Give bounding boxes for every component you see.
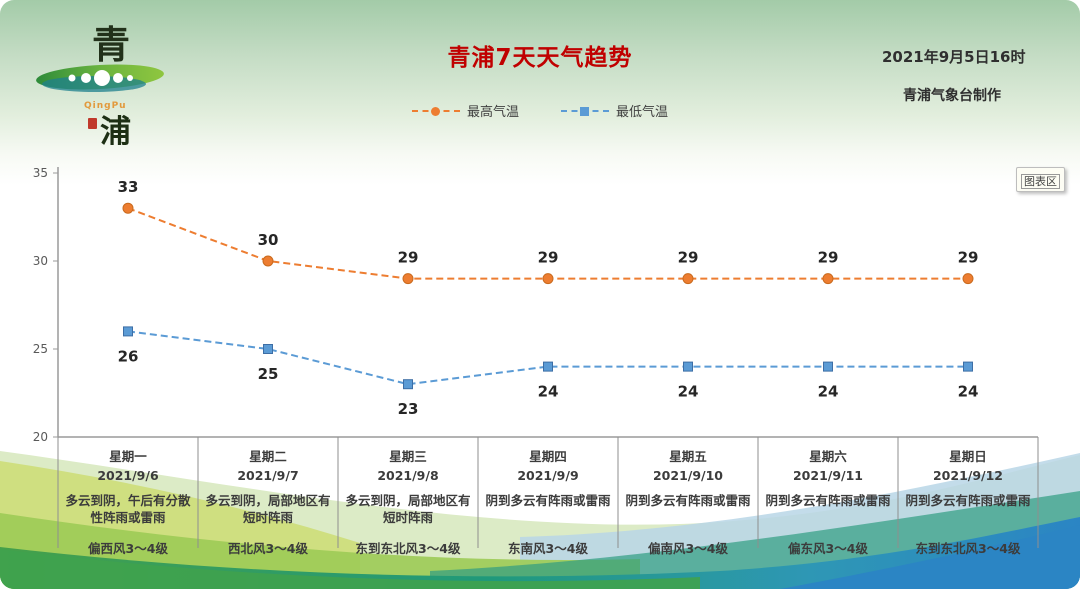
chart-area-tooltip-label: 图表区 — [1021, 174, 1060, 189]
weather-label: 阴到多云有阵雨或雷雨 — [765, 493, 891, 508]
logo-subtitle: QingPu — [84, 101, 127, 111]
low-temp-marker — [123, 326, 133, 337]
high-temp-marker — [542, 273, 554, 285]
day-cell-tuesday: 星期二 2021/9/7 多云到阴，局部地区有短时阵雨 西北风3～4级 — [198, 440, 338, 558]
data-label: 30 — [258, 231, 279, 249]
data-label: 26 — [118, 347, 139, 365]
logo-leaf-icon — [36, 64, 164, 92]
y-tick-label: 25 — [33, 342, 48, 356]
weekday-label: 星期日 — [949, 449, 987, 464]
data-label: 24 — [958, 383, 979, 401]
weekday-label: 星期六 — [809, 449, 847, 464]
date-label: 2021/9/12 — [932, 468, 1003, 483]
series-line — [127, 330, 968, 386]
date-label: 2021/9/10 — [652, 468, 723, 483]
data-label: 29 — [398, 249, 419, 267]
data-label: 33 — [118, 178, 139, 196]
low-temp-marker — [263, 344, 273, 354]
data-label: 24 — [678, 383, 699, 401]
date-label: 2021/9/6 — [97, 468, 159, 483]
data-label: 29 — [958, 249, 979, 267]
low-temp-marker-icon — [580, 106, 589, 116]
day-cell-sunday: 星期日 2021/9/12 阴到多云有阵雨或雷雨 东到东北风3～4级 — [898, 440, 1038, 558]
data-label: 29 — [538, 249, 559, 267]
y-tick-label: 35 — [33, 166, 48, 180]
data-label: 29 — [678, 249, 699, 267]
data-label: 29 — [818, 249, 839, 267]
data-label: 25 — [258, 365, 279, 383]
high-temp-line-swatch — [411, 106, 460, 116]
logo-char-bottom: 浦 — [100, 114, 131, 150]
wind-label: 东南风3～4级 — [508, 541, 588, 556]
high-temp-marker — [822, 273, 834, 285]
low-temp-line-swatch — [561, 106, 609, 116]
wind-label: 偏南风3～4级 — [648, 541, 728, 556]
weather-label: 多云到阴，午后有分散性阵雨或雷雨 — [65, 493, 191, 525]
day-cell-thursday: 星期四 2021/9/9 阴到多云有阵雨或雷雨 东南风3～4级 — [478, 440, 618, 558]
high-temp-marker-icon — [430, 106, 440, 116]
legend-item-low: 最低气温 — [561, 101, 668, 120]
weather-label: 阴到多云有阵雨或雷雨 — [485, 493, 611, 508]
day-cell-friday: 星期五 2021/9/10 阴到多云有阵雨或雷雨 偏南风3～4级 — [618, 440, 758, 558]
y-tick-label: 30 — [33, 254, 48, 268]
high-temp-marker — [402, 273, 414, 285]
weather-label: 多云到阴，局部地区有短时阵雨 — [205, 493, 331, 525]
wind-label: 偏东风3～4级 — [788, 541, 868, 556]
weather-label: 阴到多云有阵雨或雷雨 — [905, 493, 1031, 508]
data-label: 24 — [538, 383, 559, 401]
low-temp-marker — [823, 361, 833, 372]
weekday-label: 星期四 — [529, 449, 567, 464]
low-temp-marker — [683, 361, 693, 372]
wind-label: 偏西风3～4级 — [88, 541, 168, 556]
day-cell-wednesday: 星期三 2021/9/8 多云到阴，局部地区有短时阵雨 东到东北风3～4级 — [338, 440, 478, 558]
page-title: 青浦7天天气趋势 — [447, 45, 633, 71]
data-label: 24 — [818, 383, 839, 401]
high-temp-marker — [962, 273, 974, 285]
weekday-label: 星期五 — [669, 449, 707, 464]
report-datetime: 2021年9月5日16时 — [882, 48, 1026, 66]
wind-label: 东到东北风3～4级 — [915, 541, 1021, 556]
date-label: 2021/9/9 — [517, 468, 579, 483]
weekday-label: 星期二 — [249, 449, 287, 464]
wind-label: 东到东北风3～4级 — [355, 541, 461, 556]
weekday-label: 星期三 — [389, 449, 427, 464]
logo-char-top: 青 — [92, 22, 131, 67]
date-label: 2021/9/8 — [377, 468, 439, 483]
day-cell-saturday: 星期六 2021/9/11 阴到多云有阵雨或雷雨 偏东风3～4级 — [758, 440, 898, 558]
series-line — [127, 207, 968, 280]
legend-label: 最低气温 — [616, 105, 669, 120]
low-temp-marker — [963, 361, 973, 372]
wind-label: 西北风3～4级 — [228, 541, 308, 556]
y-tick-label: 20 — [33, 430, 48, 444]
report-credit: 青浦气象台制作 — [903, 88, 1001, 104]
date-label: 2021/9/11 — [792, 468, 863, 483]
logo-seal-icon — [88, 118, 97, 129]
day-cell-monday: 星期一 2021/9/6 多云到阴，午后有分散性阵雨或雷雨 偏西风3～4级 — [58, 440, 198, 558]
weather-label: 阴到多云有阵雨或雷雨 — [625, 493, 751, 508]
legend-label: 最高气温 — [466, 105, 519, 120]
date-label: 2021/9/7 — [237, 468, 299, 483]
qingpu-logo: 青 QingPu 浦 — [26, 8, 176, 150]
high-temp-marker — [122, 202, 134, 214]
legend-item-high: 最高气温 — [411, 101, 519, 120]
weather-label: 多云到阴，局部地区有短时阵雨 — [345, 493, 471, 525]
low-temp-marker — [543, 361, 553, 372]
high-temp-marker — [682, 273, 694, 285]
chart-legend: 最高气温 最低气温 — [0, 101, 1080, 120]
wave-decoration — [0, 451, 1080, 589]
high-temp-marker — [262, 255, 274, 267]
low-temp-marker — [403, 379, 413, 390]
data-label: 23 — [398, 400, 419, 418]
chart-area-tooltip: 图表区 — [1016, 167, 1065, 192]
weekday-label: 星期一 — [109, 449, 147, 464]
